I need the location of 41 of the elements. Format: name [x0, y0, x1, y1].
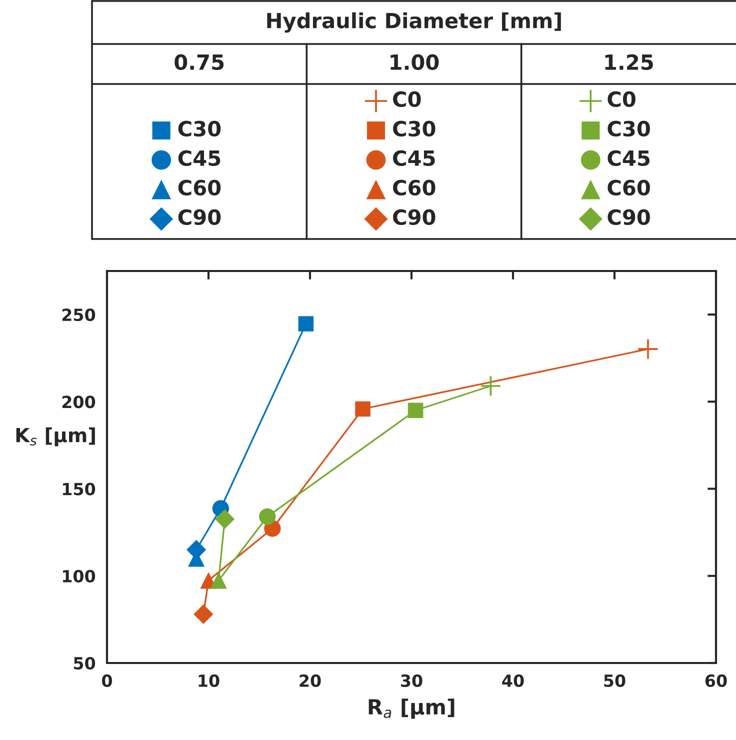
y-tick-label: 250 [62, 308, 96, 322]
point [408, 402, 424, 418]
point [637, 338, 659, 360]
legend-label: C45 [393, 150, 435, 166]
legend-label: C45 [178, 150, 220, 166]
text: 0.75 [174, 54, 224, 70]
legend-label: C90 [178, 209, 221, 226]
legend-label: C30 [178, 120, 221, 137]
legend-label: C60 [608, 180, 650, 196]
legend-label: C90 [393, 209, 436, 226]
x-tick-label: 10 [198, 674, 220, 688]
legend-label: C45 [608, 150, 650, 166]
point [298, 316, 314, 332]
y-tick-label: 100 [62, 570, 96, 582]
y-axis-title: K$_{s}$ [µm] [16, 427, 95, 446]
point [480, 375, 502, 397]
legend-label: C60 [178, 180, 221, 196]
y-tick-label: 150 [62, 482, 96, 496]
point [214, 509, 235, 529]
x-tick-label: 30 [401, 674, 422, 688]
legend-label: C60 [393, 180, 436, 196]
y-tick-label: 200 [62, 396, 96, 408]
legend-label: C30 [608, 120, 650, 137]
point [194, 604, 214, 624]
x-tick-label: 40 [502, 674, 524, 688]
x-tick-label: 0 [102, 674, 112, 688]
point [210, 572, 227, 589]
legend-label: C0 [608, 91, 636, 108]
legend-label: C0 [393, 91, 421, 108]
y-tick-label: 50 [74, 656, 96, 670]
legend-label: C30 [393, 120, 436, 137]
text: 1.00 [390, 54, 439, 70]
x-axis-title: R$_{a}$ [µm] [368, 698, 454, 719]
point [355, 401, 370, 417]
legend-title: Hydraulic Diameter [mm] [267, 12, 561, 33]
x-tick-label: 20 [300, 674, 321, 688]
point [259, 508, 276, 525]
text: 1.25 [605, 54, 653, 70]
x-tick-label: 50 [604, 674, 626, 688]
x-tick-label: 60 [705, 674, 727, 688]
legend-label: C90 [608, 209, 650, 226]
